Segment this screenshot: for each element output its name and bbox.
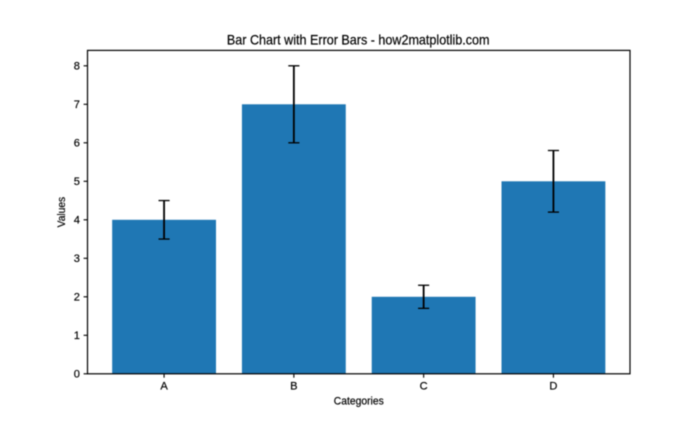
svg-text:1: 1 <box>74 330 80 342</box>
svg-text:5: 5 <box>74 176 80 188</box>
svg-text:Categories: Categories <box>334 395 384 407</box>
svg-text:C: C <box>420 381 428 393</box>
svg-text:A: A <box>160 381 168 393</box>
svg-text:Values: Values <box>56 196 68 227</box>
svg-text:B: B <box>290 381 297 393</box>
svg-text:Bar Chart with Error Bars - ho: Bar Chart with Error Bars - how2matplotl… <box>227 32 490 47</box>
svg-text:6: 6 <box>74 138 80 150</box>
svg-text:7: 7 <box>74 99 80 111</box>
svg-text:4: 4 <box>74 215 80 227</box>
svg-text:2: 2 <box>74 292 80 304</box>
svg-text:0: 0 <box>74 369 80 381</box>
svg-text:D: D <box>549 381 557 393</box>
svg-text:3: 3 <box>74 253 80 265</box>
svg-text:8: 8 <box>74 61 80 73</box>
